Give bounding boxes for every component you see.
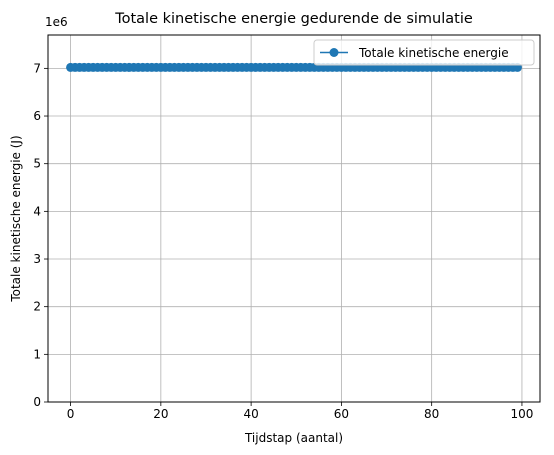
legend-label: Totale kinetische energie: [358, 46, 509, 60]
x-tick-label: 20: [153, 407, 168, 421]
y-tick-label: 7: [33, 61, 41, 75]
y-tick-label: 2: [33, 300, 41, 314]
legend-box: [313, 39, 535, 66]
y-axis-label: Totale kinetische energie (J): [9, 135, 23, 302]
y-tick-label: 0: [33, 395, 41, 409]
legend-marker-sample: [329, 48, 339, 57]
y-tick-label: 3: [33, 252, 41, 266]
ticks-layer: 0 20 40 60 80 100 0 1 2 3 4 5 6 7: [33, 61, 533, 421]
x-tick-label: 80: [424, 407, 439, 421]
x-tick-label: 0: [67, 407, 75, 421]
y-tick-label: 5: [33, 157, 41, 171]
grid-lines: [48, 35, 540, 403]
x-tick-label: 40: [243, 407, 258, 421]
y-tick-label: 6: [33, 109, 41, 123]
legend: Totale kinetische energie: [313, 39, 535, 66]
x-tick-label: 100: [510, 407, 533, 421]
y-tick-label: 4: [33, 204, 41, 218]
y-axis-offset-label: 1e6: [45, 15, 68, 29]
chart-title: Totale kinetische energie gedurende de s…: [114, 11, 473, 27]
x-tick-label: 60: [334, 407, 349, 421]
plot-frame: [47, 34, 541, 403]
y-tick-label: 1: [33, 347, 41, 361]
x-axis-label: Tijdstap (aantal): [244, 431, 343, 445]
